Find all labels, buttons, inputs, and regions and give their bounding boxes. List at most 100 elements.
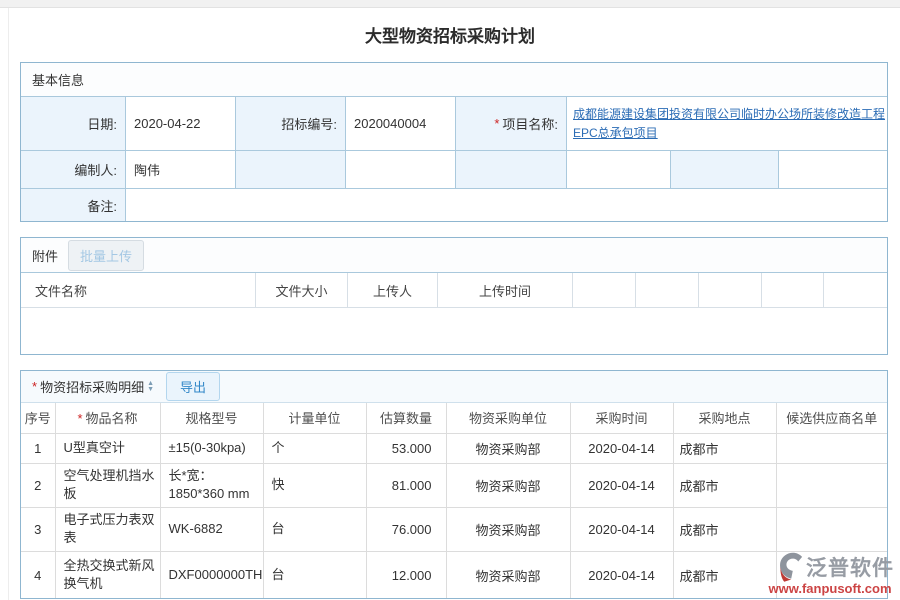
author-value: 陶伟 <box>126 151 236 188</box>
cell-unit: 快 <box>262 462 367 508</box>
detail-table-header-row: 序号 * 物品名称 规格型号 计量单位 估算数量 物资采购单位 采购时间 采购地点… <box>21 403 887 434</box>
col-purchase-place: 采购地点 <box>672 403 777 434</box>
empty-value-cell <box>346 151 456 188</box>
col-spec-model: 规格型号 <box>159 403 264 434</box>
col-candidate-suppliers: 候选供应商名单 <box>775 403 887 434</box>
cell-unit: 台 <box>262 506 367 552</box>
column-empty <box>699 273 762 307</box>
basic-info-panel: 基本信息 日期: 2020-04-22 招标编号: 2020040004 * 项… <box>20 62 888 222</box>
basic-info-row-1: 日期: 2020-04-22 招标编号: 2020040004 * 项目名称: … <box>21 97 887 150</box>
date-value: 2020-04-22 <box>126 97 236 150</box>
batch-upload-button[interactable]: 批量上传 <box>68 239 145 271</box>
cell-suppliers <box>775 432 887 464</box>
empty-value-cell <box>779 151 887 188</box>
table-row: 1 U型真空计 ±15(0-30kpa) 个 53.000 物资采购部 2020… <box>21 432 887 464</box>
col-unit: 计量单位 <box>262 403 367 434</box>
required-asterisk: * <box>32 379 38 394</box>
cell-dept: 物资采购部 <box>445 506 571 552</box>
basic-info-row-2: 编制人: 陶伟 <box>21 150 887 188</box>
empty-label-cell <box>456 151 567 188</box>
vendor-watermark: 泛普软件 www.fanpusoft.com <box>766 551 894 596</box>
cell-place: 成都市 <box>672 550 777 598</box>
date-label: 日期: <box>21 97 126 150</box>
cell-spec: WK-6882 <box>159 506 264 552</box>
table-row: 3 电子式压力表双表 WK-6882 台 76.000 物资采购部 2020-0… <box>21 506 887 552</box>
bid-number-value: 2020040004 <box>346 97 456 150</box>
cell-place: 成都市 <box>672 506 777 552</box>
project-name-link[interactable]: 成都能源建设集团投资有限公司临时办公场所装修改造工程EPC总承包项目 <box>573 106 886 140</box>
attachments-empty-body <box>21 308 887 354</box>
project-name-label: * 项目名称: <box>456 97 567 150</box>
cell-spec: ±15(0-30kpa) <box>159 432 264 464</box>
remark-label: 备注: <box>21 189 126 221</box>
cell-time: 2020-04-14 <box>569 462 674 508</box>
cell-item-name: 电子式压力表双表 <box>54 506 161 552</box>
cell-time: 2020-04-14 <box>569 550 674 598</box>
bid-number-label: 招标编号: <box>236 97 346 150</box>
detail-panel: * 物资招标采购明细 ▲ ▼ 导出 序号 * 物品名称 规格型号 计量单位 估算数量… <box>20 370 888 599</box>
col-est-qty: 估算数量 <box>365 403 447 434</box>
table-row: 2 空气处理机挡水板 长*宽：1850*360 mm 快 81.000 物资采购… <box>21 462 887 508</box>
cell-dept: 物资采购部 <box>445 462 571 508</box>
empty-value-cell <box>567 151 671 188</box>
cell-time: 2020-04-14 <box>569 432 674 464</box>
cell-spec: 长*宽：1850*360 mm <box>159 462 264 508</box>
cell-seq: 1 <box>21 432 56 464</box>
cell-seq: 3 <box>21 506 56 552</box>
cell-unit: 个 <box>262 432 367 464</box>
col-seq: 序号 <box>21 403 56 434</box>
sort-spinner-icon[interactable]: ▲ ▼ <box>147 380 155 393</box>
attachments-title: 附件 <box>32 248 59 264</box>
author-label: 编制人: <box>21 151 126 188</box>
detail-header: * 物资招标采购明细 ▲ ▼ 导出 <box>21 371 887 403</box>
top-strip <box>0 0 900 8</box>
left-divider <box>8 8 9 600</box>
cell-qty: 53.000 <box>365 432 447 464</box>
cell-place: 成都市 <box>672 432 777 464</box>
column-empty <box>573 273 636 307</box>
cell-dept: 物资采购部 <box>445 432 571 464</box>
required-asterisk: * <box>494 116 500 131</box>
column-file-size: 文件大小 <box>256 273 348 307</box>
column-empty <box>636 273 699 307</box>
page-title: 大型物资招标采购计划 <box>365 27 535 46</box>
cell-item-name: 全热交换式新风换气机 <box>54 550 161 598</box>
empty-label-cell <box>236 151 346 188</box>
column-empty <box>762 273 824 307</box>
basic-info-header: 基本信息 <box>21 63 887 97</box>
project-name-cell: 成都能源建设集团投资有限公司临时办公场所装修改造工程EPC总承包项目 <box>567 97 887 150</box>
watermark-url: www.fanpusoft.com <box>768 581 892 596</box>
cell-seq: 2 <box>21 462 56 508</box>
fanpu-logo-icon <box>778 551 806 583</box>
attachments-panel: 附件 批量上传 文件名称 文件大小 上传人 上传时间 <box>20 237 888 355</box>
cell-qty: 12.000 <box>365 550 447 598</box>
empty-label-cell <box>671 151 779 188</box>
cell-spec: DXF0000000THC <box>159 550 264 598</box>
attachments-header: 附件 批量上传 <box>21 238 887 273</box>
column-file-name: 文件名称 <box>21 273 256 307</box>
cell-item-name: U型真空计 <box>54 432 161 464</box>
cell-place: 成都市 <box>672 462 777 508</box>
cell-qty: 81.000 <box>365 462 447 508</box>
cell-time: 2020-04-14 <box>569 506 674 552</box>
export-button[interactable]: 导出 <box>166 372 221 401</box>
col-purchase-dept: 物资采购单位 <box>445 403 571 434</box>
column-empty <box>824 273 887 307</box>
cell-dept: 物资采购部 <box>445 550 571 598</box>
column-uploader: 上传人 <box>348 273 438 307</box>
attachments-table-header: 文件名称 文件大小 上传人 上传时间 <box>21 273 887 308</box>
detail-title: 物资招标采购明细 <box>40 380 145 395</box>
cell-suppliers <box>775 462 887 508</box>
cell-unit: 台 <box>262 550 367 598</box>
cell-item-name: 空气处理机挡水板 <box>54 462 161 508</box>
remark-value <box>126 189 887 221</box>
detail-table: 序号 * 物品名称 规格型号 计量单位 估算数量 物资采购单位 采购时间 采购地点… <box>21 403 887 598</box>
cell-qty: 76.000 <box>365 506 447 552</box>
cell-suppliers <box>775 506 887 552</box>
cell-seq: 4 <box>21 550 56 598</box>
basic-info-title: 基本信息 <box>32 73 85 88</box>
table-row: 4 全热交换式新风换气机 DXF0000000THC 台 12.000 物资采购… <box>21 550 887 598</box>
col-purchase-time: 采购时间 <box>569 403 674 434</box>
column-upload-time: 上传时间 <box>438 273 573 307</box>
